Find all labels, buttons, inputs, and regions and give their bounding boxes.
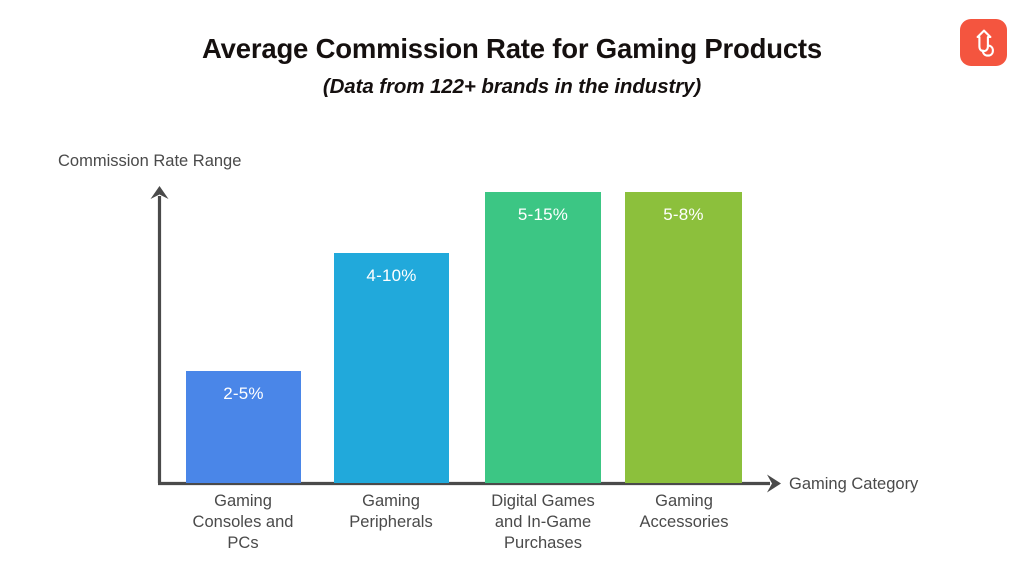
x-tick-line: Accessories — [639, 513, 729, 531]
bar-value-label: 5-15% — [517, 205, 569, 224]
x-tick-line: Digital Games — [491, 492, 595, 510]
x-tick-line: Purchases — [504, 534, 582, 552]
x-tick-label-gaming-consoles-and-pcs: Gaming Consoles and PCs — [163, 491, 323, 554]
x-axis-title: Gaming Category — [789, 475, 919, 493]
bar-gaming-consoles-and-pcs[interactable]: 2-5% — [186, 371, 301, 483]
x-tick-line: Gaming — [362, 492, 420, 510]
brand-logo-badge[interactable] — [960, 19, 1007, 66]
bar-digital-games[interactable]: 5-15% — [485, 192, 601, 483]
x-tick-label-digital-games: Digital Games and In-Game Purchases — [460, 491, 626, 554]
x-tick-line: Consoles and — [192, 513, 294, 531]
bar-value-label: 2-5% — [223, 384, 264, 403]
page-subtitle: (Data from 122+ brands in the industry) — [322, 75, 702, 98]
x-tick-label-gaming-peripherals: Gaming Peripherals — [311, 491, 471, 533]
bar-value-label: 4-10% — [366, 266, 417, 285]
x-tick-line: Peripherals — [349, 513, 433, 531]
x-tick-line: Gaming — [214, 492, 272, 510]
bar-gaming-peripherals[interactable]: 4-10% — [334, 253, 449, 483]
up-monogram-logo-icon — [971, 29, 997, 57]
x-tick-line: PCs — [227, 534, 259, 552]
x-tick-label-gaming-accessories: Gaming Accessories — [604, 491, 764, 533]
page-title: Average Commission Rate for Gaming Produ… — [202, 33, 822, 64]
x-tick-line: Gaming — [655, 492, 713, 510]
bar-gaming-accessories[interactable]: 5-8% — [625, 192, 742, 483]
x-tick-line: and In-Game — [494, 513, 592, 531]
bar-value-label: 5-8% — [663, 205, 704, 224]
y-axis-title: Commission Rate Range — [58, 152, 242, 170]
